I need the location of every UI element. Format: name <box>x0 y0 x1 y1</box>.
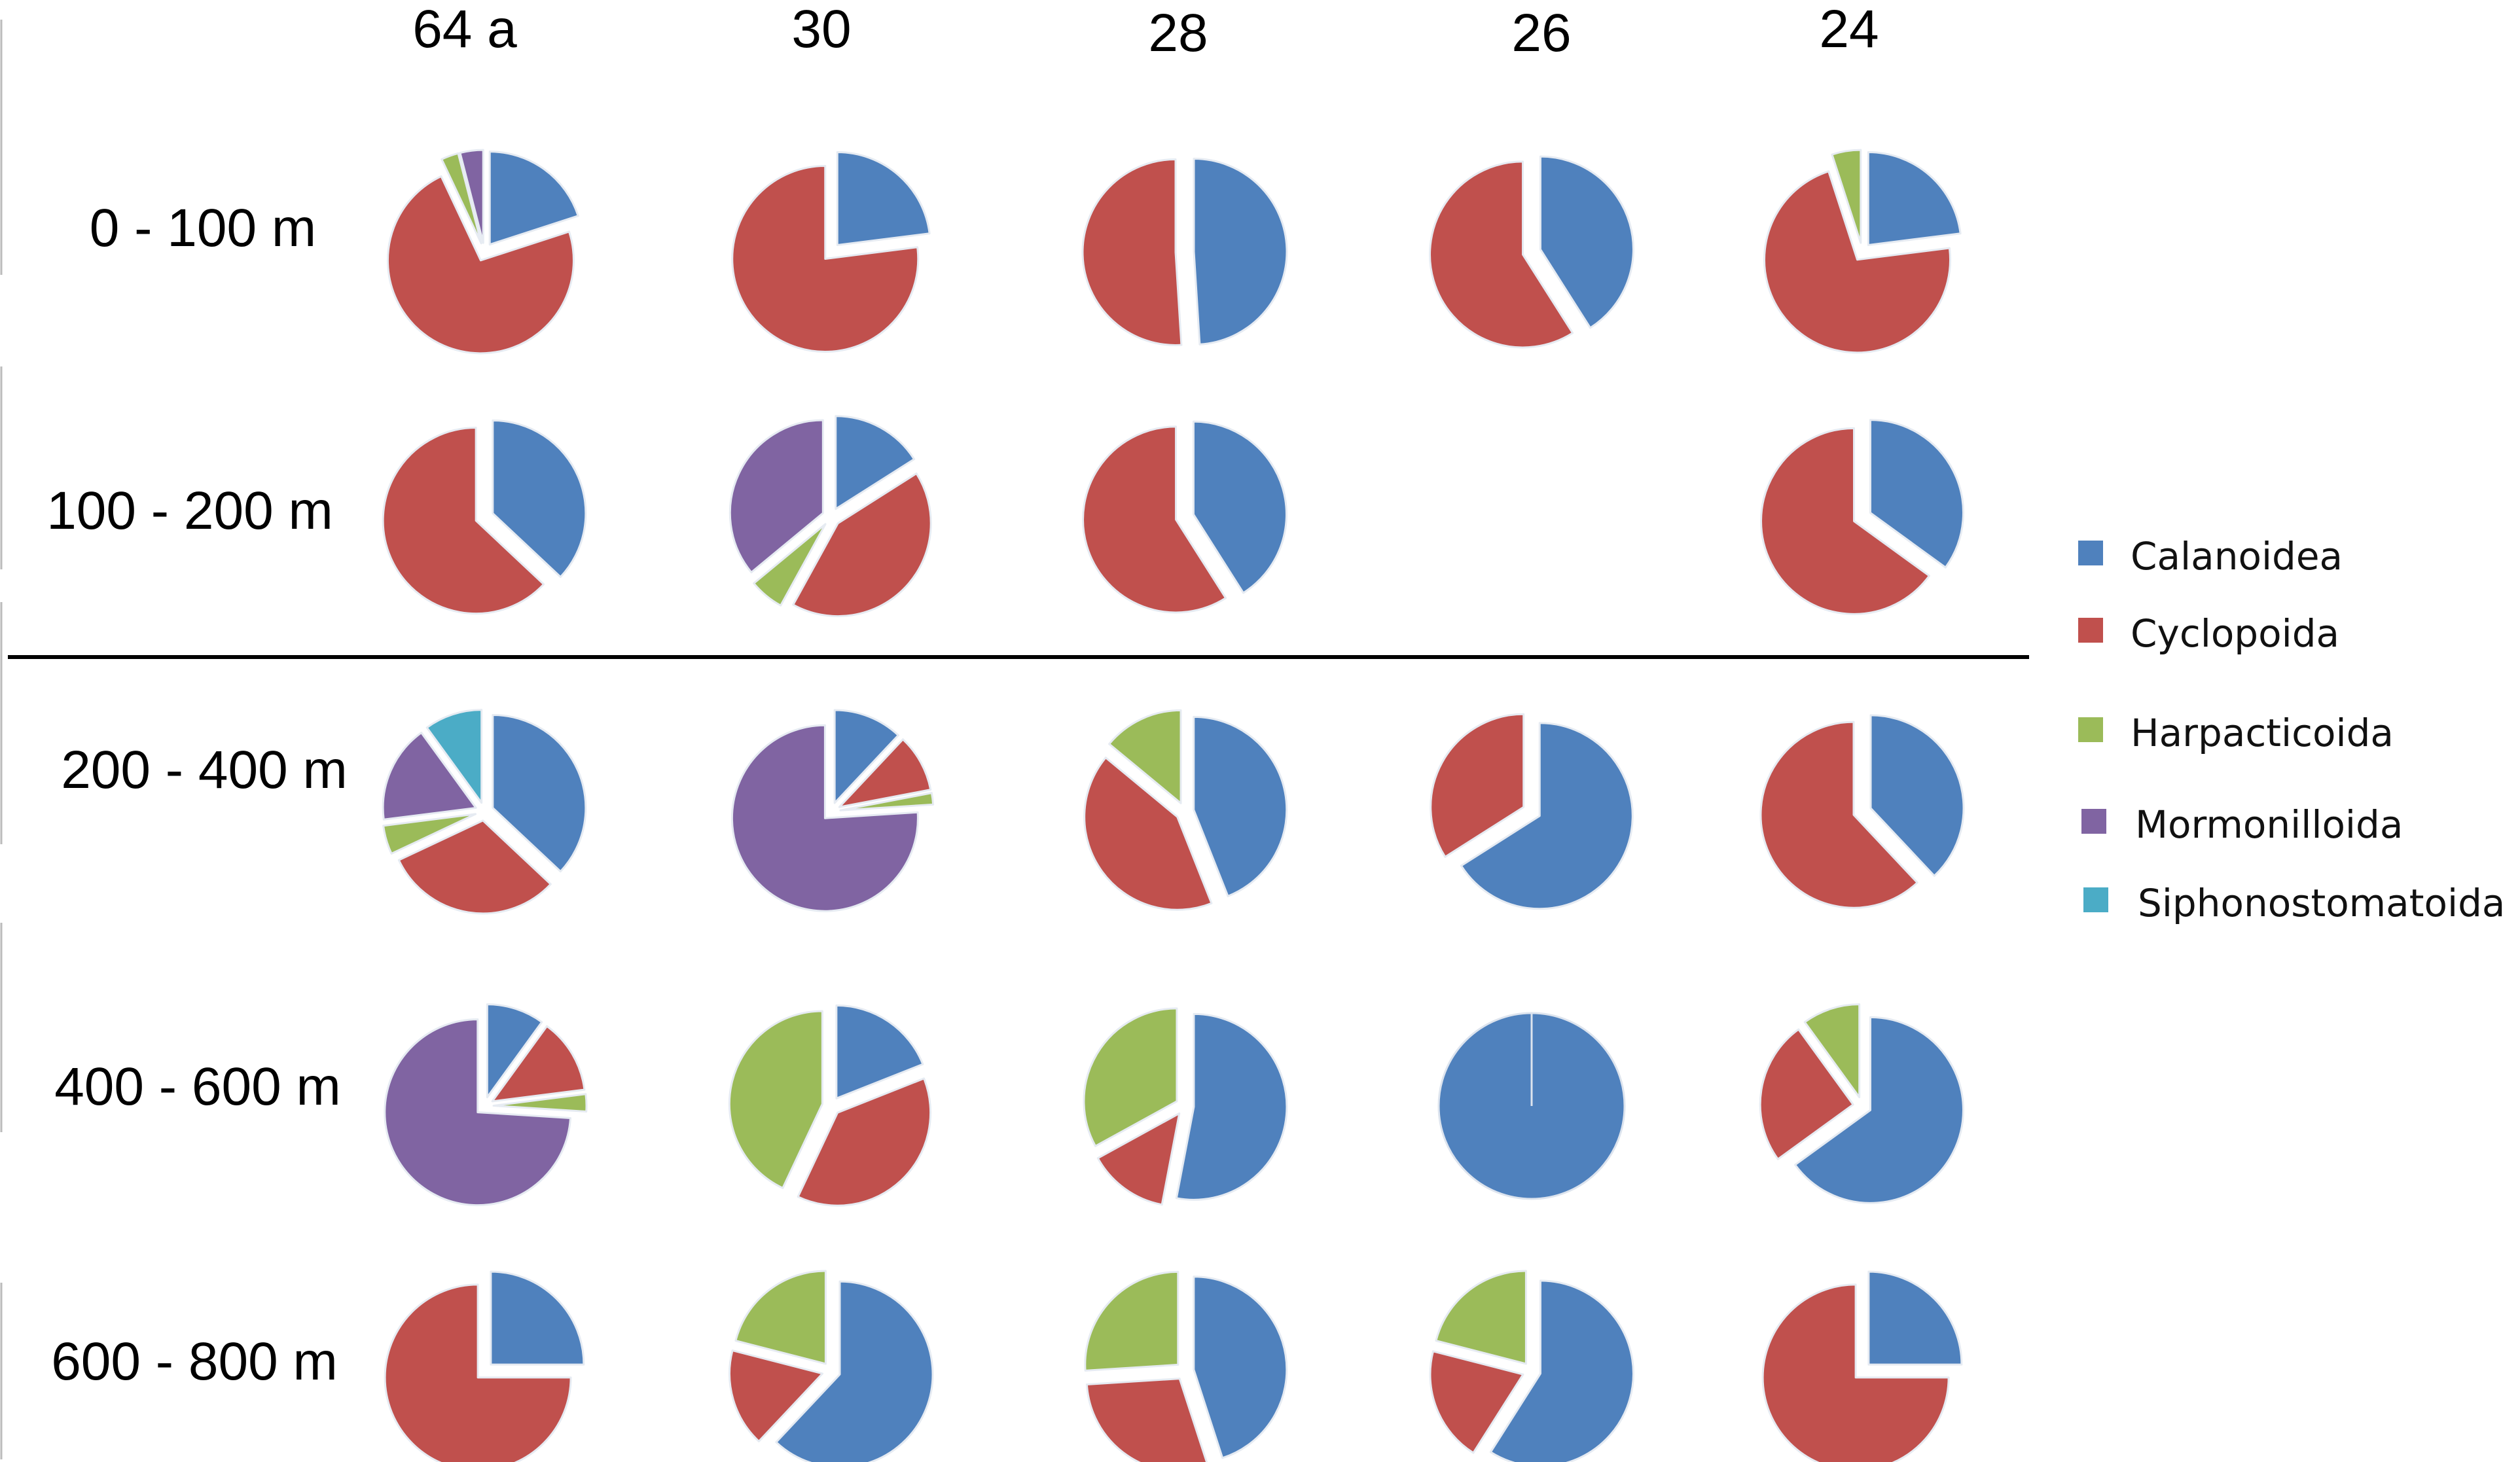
pie-slice-cyclopoida <box>838 738 932 808</box>
pie-slice-cyclopoida <box>1761 1283 1950 1462</box>
pies-group <box>382 149 1965 1462</box>
legend-swatch <box>2078 541 2103 565</box>
pie-slice-cyclopoida <box>729 1349 824 1442</box>
row-label: 400 - 600 m <box>54 1057 341 1116</box>
legend-swatch <box>2083 887 2108 912</box>
pie-slice-calanoidea <box>1867 1270 1963 1366</box>
row-label: 0 - 100 m <box>90 198 316 258</box>
row-labels: 0 - 100 m 100 - 200 m 200 - 400 m 400 - … <box>46 198 348 1391</box>
pie-slice-harpacticoida <box>734 1270 827 1365</box>
legend-item: Cyclopoida <box>2078 611 2339 656</box>
legend-label: Cyclopoida <box>2131 611 2339 656</box>
pie-slice-calanoidea <box>1869 714 1965 877</box>
legend-swatch <box>2078 717 2103 742</box>
pie-slice-cyclopoida <box>1429 1350 1524 1454</box>
pie-slice-calanoidea <box>486 1003 543 1099</box>
pie-slice-cyclopoida <box>797 1077 932 1207</box>
pie-slice-cyclopoida <box>384 1283 572 1462</box>
pie-slice-cyclopoida <box>1760 427 1930 615</box>
pie-slice-cyclopoida <box>1759 721 1918 909</box>
pie-slice-harpacticoida <box>1083 1007 1178 1147</box>
column-label: 64 a <box>412 0 517 59</box>
column-label: 24 <box>1819 0 1879 59</box>
pie-slice-harpacticoida <box>1435 1270 1527 1365</box>
pie-slice-harpacticoida <box>1803 1003 1861 1099</box>
pie-slice-cyclopoida <box>382 427 545 615</box>
pie-slice-cyclopoida <box>1083 757 1213 911</box>
legend-item: Harpacticoida <box>2078 711 2394 755</box>
legend-label: Harpacticoida <box>2131 711 2394 755</box>
pie-slice-cyclopoida <box>1081 158 1183 346</box>
pie-slice-cyclopoida <box>397 819 552 915</box>
pie-slice-harpacticoida <box>728 1010 823 1189</box>
legend-label: Siphonostomatoida <box>2138 881 2505 925</box>
pie-slice-cyclopoida <box>1082 425 1227 614</box>
pie-slice-mormonilloida <box>459 149 484 244</box>
pie-slice-cyclopoida <box>1763 170 1951 354</box>
pie-slice-calanoidea <box>1460 722 1634 910</box>
column-labels: 64 a 30 28 26 24 <box>412 0 1879 63</box>
pie-slice-harpacticoida <box>839 792 935 811</box>
pie-slice-calanoidea <box>1175 1012 1288 1201</box>
pie-slice-harpacticoida <box>1084 1270 1179 1372</box>
pie-slice-harpacticoida <box>382 813 477 855</box>
pie-slice-calanoidea <box>492 419 587 579</box>
pie-slice-calanoidea <box>492 713 587 873</box>
pie-slice-mormonilloida <box>730 724 919 912</box>
row-label: 200 - 400 m <box>61 740 348 800</box>
legend: Calanoidea Cyclopoida Harpacticoida Morm… <box>2078 534 2505 925</box>
pie-slice-mormonilloida <box>382 732 477 821</box>
pie-slice-cyclopoida <box>1085 1378 1208 1462</box>
pie-slice-cyclopoida <box>1429 160 1574 349</box>
pie-slice-harpacticoida <box>753 523 827 607</box>
separators <box>0 20 2029 1459</box>
legend-label: Mormonilloida <box>2135 802 2403 847</box>
pie-slice-calanoidea <box>1193 715 1288 897</box>
pie-slice-harpacticoida <box>1108 709 1182 804</box>
legend-item: Mormonilloida <box>2081 802 2403 847</box>
row-label: 100 - 200 m <box>46 481 333 541</box>
pie-slice-calanoidea <box>490 1270 585 1366</box>
legend-item: Calanoidea <box>2078 534 2343 579</box>
pie-slice-calanoidea <box>1539 155 1634 329</box>
pie-slice-cyclopoida <box>491 1025 586 1103</box>
pie-slice-calanoidea <box>488 151 579 246</box>
pie-slice-cyclopoida <box>1430 713 1525 858</box>
row-label: 600 - 800 m <box>51 1332 338 1391</box>
legend-item: Siphonostomatoida <box>2083 881 2505 925</box>
pie-slice-calanoidea <box>1192 420 1287 594</box>
pie-slice-harpacticoida <box>492 1093 588 1113</box>
pie-slice-calanoidea <box>1193 158 1288 346</box>
pie-slice-harpacticoida <box>1831 149 1862 244</box>
column-label: 30 <box>791 0 851 59</box>
pie-slice-calanoidea <box>1869 419 1964 569</box>
pie-slice-calanoidea <box>1489 1279 1634 1462</box>
pie-slice-cyclopoida <box>1096 1112 1181 1206</box>
pie-slice-calanoidea <box>1193 1275 1288 1459</box>
pie-slice-cyclopoida <box>1759 1028 1854 1160</box>
legend-label: Calanoidea <box>2131 534 2343 579</box>
pie-slice-calanoidea <box>1867 151 1962 246</box>
pie-slice-cyclopoida <box>731 165 920 353</box>
column-label: 26 <box>1511 3 1571 63</box>
pie-slice-calanoidea <box>836 151 931 246</box>
legend-swatch <box>2078 618 2103 643</box>
pie-slice-calanoidea <box>833 709 899 804</box>
pie-slice-siphonostomatoida <box>425 709 483 804</box>
column-label: 28 <box>1148 3 1208 63</box>
pie-slice-harpacticoida <box>441 152 482 245</box>
pie-slice-calanoidea <box>835 1004 924 1099</box>
pie-slice-calanoidea <box>835 415 916 510</box>
pie-slice-mormonilloida <box>384 1018 572 1207</box>
pie-slice-calanoidea <box>775 1280 934 1462</box>
legend-swatch <box>2081 809 2106 834</box>
pie-slice-mormonilloida <box>729 419 824 574</box>
pie-slice-cyclopoida <box>386 175 575 355</box>
pie-slice-cyclopoida <box>792 472 932 618</box>
pie-slice-calanoidea <box>1794 1016 1964 1204</box>
